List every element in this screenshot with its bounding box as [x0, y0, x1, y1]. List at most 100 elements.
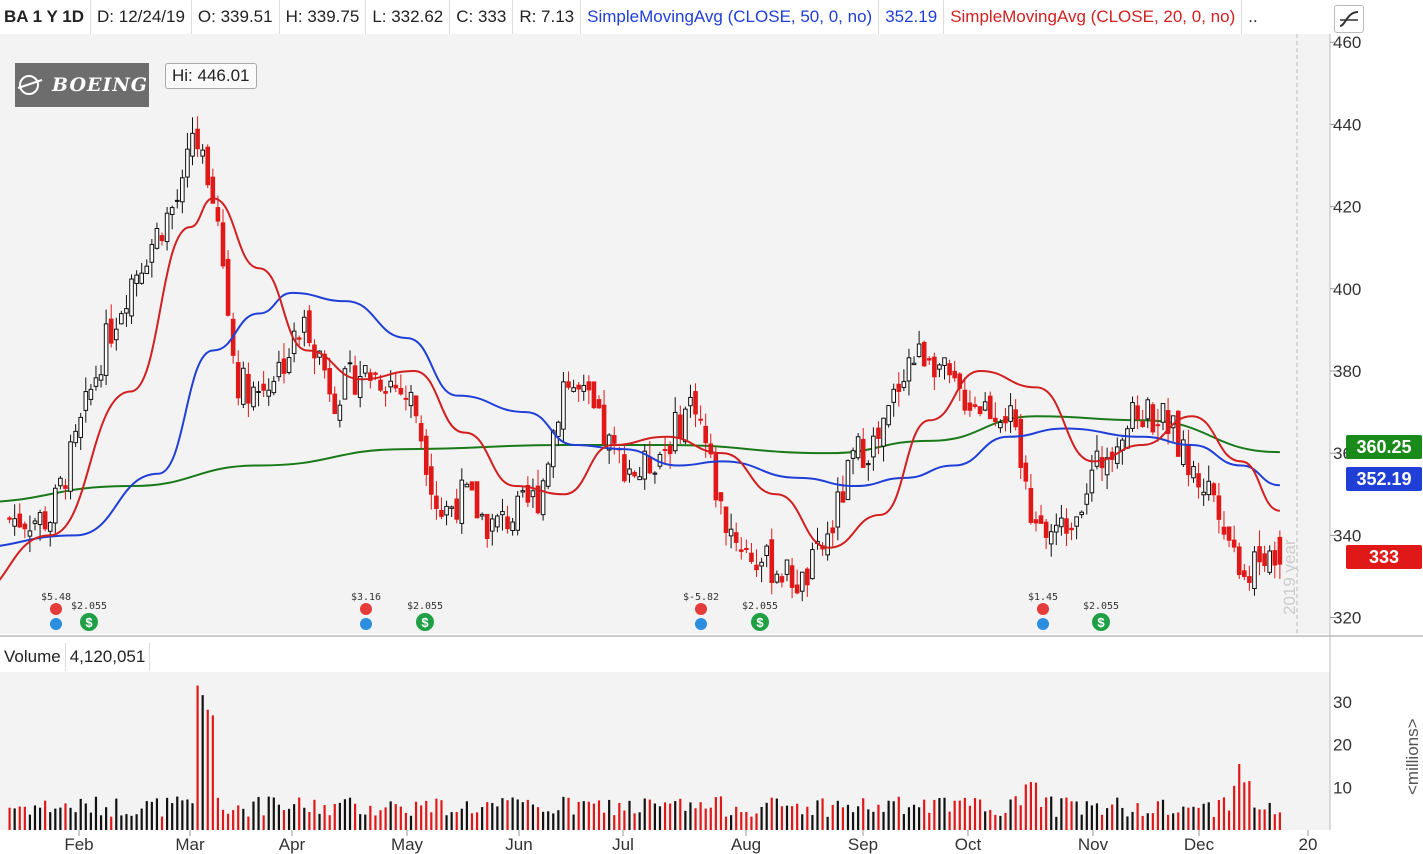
candle-body — [149, 243, 155, 263]
candle-body — [134, 274, 139, 284]
volume-unit-label: <millions> — [1403, 718, 1422, 795]
symbol-label[interactable]: BA 1 Y 1D — [0, 0, 92, 34]
high-label: H: 339.75 — [280, 0, 367, 34]
candle-body — [454, 498, 460, 520]
candle-body — [535, 485, 541, 514]
candle-body — [322, 353, 327, 371]
candle-body — [611, 435, 617, 444]
sma20-label[interactable]: SimpleMovingAvg (CLOSE, 20, 0, no) — [944, 0, 1243, 34]
y-tick-label: 440 — [1333, 115, 1361, 134]
candle-body — [987, 395, 993, 420]
candle-body — [200, 149, 205, 157]
candle-body — [479, 513, 485, 517]
candle-body — [1018, 418, 1024, 468]
candle-body — [708, 443, 714, 455]
earnings-icon[interactable] — [1037, 603, 1049, 615]
candle-body — [998, 421, 1003, 429]
earnings-value: $1.45 — [1028, 592, 1058, 603]
candle-body — [210, 176, 216, 204]
high-marker-label: Hi: 446.01 — [165, 63, 257, 89]
candle-body — [693, 391, 698, 415]
candle-body — [515, 495, 520, 531]
candle-body — [799, 571, 805, 592]
logo-wordmark: BOEING — [52, 74, 148, 96]
candle-body — [1257, 546, 1262, 563]
candle-body — [1272, 550, 1278, 566]
candle-body — [261, 383, 266, 391]
candle-body — [347, 362, 353, 365]
dividend-value: $2.055 — [407, 601, 443, 612]
candle-body — [916, 343, 922, 358]
candle-body — [17, 513, 23, 528]
candle-body — [703, 425, 708, 444]
candle-body — [1099, 457, 1105, 469]
candle-body — [637, 476, 642, 481]
candle-body — [1028, 487, 1034, 523]
dividend-icon[interactable] — [80, 613, 98, 631]
low-label: L: 332.62 — [366, 0, 451, 34]
candle-body — [42, 511, 48, 530]
conference-call-icon[interactable] — [695, 618, 707, 630]
candle-body — [342, 368, 348, 400]
y-tick-label: 460 — [1333, 33, 1361, 52]
candle-body — [647, 456, 653, 474]
last-price-tag: 333 — [1346, 545, 1422, 569]
candle-body — [408, 391, 414, 407]
candle-body — [733, 532, 739, 543]
candle-body — [327, 368, 332, 395]
chart-style-icon[interactable] — [1334, 5, 1364, 33]
candle-body — [982, 401, 988, 411]
candle-body — [1247, 576, 1252, 583]
candle-body — [256, 391, 261, 394]
candle-body — [601, 404, 607, 445]
candle-body — [718, 492, 724, 502]
candle-body — [525, 485, 531, 503]
candle-body — [337, 404, 343, 421]
candle-body — [195, 128, 200, 150]
dividend-symbol: $ — [85, 615, 93, 630]
earnings-icon[interactable] — [360, 603, 372, 615]
candle-body — [12, 518, 17, 527]
earnings-icon[interactable] — [50, 603, 62, 615]
more-indicators[interactable]: .. — [1248, 7, 1258, 26]
earnings-value: $-5.82 — [683, 592, 719, 603]
candle-body — [561, 381, 566, 430]
candle-body — [1089, 469, 1095, 494]
candle-body — [1079, 511, 1085, 516]
conference-call-icon[interactable] — [360, 618, 372, 630]
candle-body — [571, 387, 576, 392]
sma50-label[interactable]: SimpleMovingAvg (CLOSE, 50, 0, no) — [581, 0, 880, 34]
year-watermark: 2019 year — [1280, 539, 1299, 615]
candle-body — [850, 450, 856, 459]
candle-body — [83, 391, 89, 411]
candle-body — [855, 436, 861, 459]
dividend-icon[interactable] — [751, 613, 769, 631]
dividend-icon[interactable] — [1092, 613, 1110, 631]
candle-body — [520, 490, 526, 493]
x-tick-label: Aug — [731, 835, 761, 854]
candle-body — [1145, 399, 1151, 420]
candle-body — [1201, 491, 1206, 496]
candle-body — [1160, 403, 1166, 423]
price-panel-bg — [0, 34, 1330, 634]
candle-body — [1074, 516, 1079, 527]
candle-body — [810, 549, 815, 580]
candle-body — [566, 381, 571, 388]
candle-body — [98, 374, 104, 381]
conference-call-icon[interactable] — [50, 618, 62, 630]
candle-body — [754, 564, 759, 571]
conference-call-icon[interactable] — [1037, 618, 1049, 630]
earnings-icon[interactable] — [695, 603, 707, 615]
candle-body — [78, 416, 84, 438]
candle-body — [886, 405, 891, 426]
candle-body — [403, 397, 409, 400]
candle-body — [174, 199, 180, 202]
dividend-icon[interactable] — [416, 613, 434, 631]
volume-tick-label: 20 — [1333, 736, 1352, 755]
candle-body — [677, 414, 683, 439]
candle-body — [169, 207, 175, 215]
candle-body — [296, 337, 302, 340]
candle-body — [225, 258, 231, 316]
candle-body — [1130, 402, 1135, 429]
